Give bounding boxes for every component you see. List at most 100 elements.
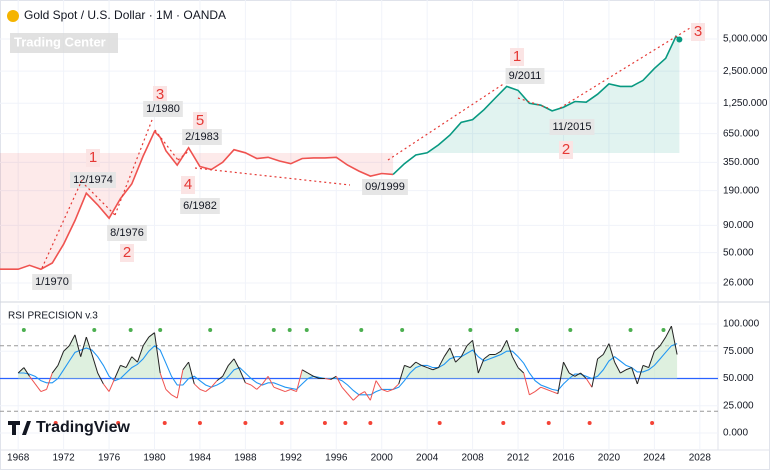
rsi-segment <box>250 384 258 390</box>
rsi-segment <box>398 365 405 385</box>
date-label-box <box>70 172 116 188</box>
overbought-signal <box>92 328 97 332</box>
rsi-segment <box>313 375 320 379</box>
date-label: 9/2011 <box>509 70 542 82</box>
watermark-box <box>10 33 118 53</box>
rsi-segment <box>142 336 150 347</box>
rsi-segment <box>358 391 365 396</box>
rsi-segment <box>540 386 547 390</box>
rsi-segment <box>74 334 82 357</box>
wave-label-box <box>193 112 207 130</box>
x-tick-label: 1976 <box>98 453 121 464</box>
rsi-segment <box>670 326 678 355</box>
x-tick-label: 2012 <box>507 453 530 464</box>
x-tick-label: 2004 <box>416 453 439 464</box>
oversold-signal <box>501 421 506 425</box>
rsi-segment <box>148 332 155 338</box>
oversold-signal <box>587 421 592 425</box>
y-tick-label: 75.000 <box>723 346 754 357</box>
rsi-segment <box>352 394 360 401</box>
date-label-box <box>505 68 545 84</box>
rsi-segment <box>85 336 93 355</box>
x-tick-label: 2016 <box>552 453 575 464</box>
indicator-title: RSI PRECISION v.3 <box>8 311 98 322</box>
date-label: 09/1999 <box>365 181 405 193</box>
y-tick-label: 650.000 <box>723 128 760 139</box>
rsi-segment <box>193 383 201 390</box>
date-label: 1/1980 <box>146 103 180 115</box>
wave-label-box <box>691 23 705 41</box>
wave-label-box <box>559 141 573 159</box>
rsi-segment <box>46 372 53 390</box>
wave-label: 2 <box>562 141 570 158</box>
rsi-segment <box>602 343 610 355</box>
rsi-segment <box>324 377 331 381</box>
wave-label-box <box>153 86 167 104</box>
rsi-segment <box>404 364 411 369</box>
oversold-signal <box>243 421 248 425</box>
wave-label-box <box>510 48 524 66</box>
chart-title: Gold Spot / U.S. Dollar · 1M · OANDA <box>24 8 226 22</box>
rsi-segment <box>290 388 297 393</box>
watermark: Trading Center <box>14 34 106 49</box>
overbought-signal <box>661 328 666 332</box>
rsi-segment <box>57 351 65 366</box>
y-tick-label: 100.000 <box>723 319 760 330</box>
line-layer <box>0 34 683 401</box>
y-tick-label: 5,000.000 <box>723 34 768 45</box>
y-tick-label: 1,250.000 <box>723 98 768 109</box>
wave-arrow <box>517 97 549 109</box>
wave-label: 3 <box>694 23 702 40</box>
rsi-segment <box>546 388 553 393</box>
rsi-segment <box>154 332 161 374</box>
rsi-segment <box>597 354 604 360</box>
rsi-segment <box>296 369 303 392</box>
rsi-segment <box>614 361 621 374</box>
oversold-signal <box>162 421 167 425</box>
rsi-segment <box>409 361 417 368</box>
rsi-segment <box>460 345 468 357</box>
x-tick-label: 1968 <box>7 453 30 464</box>
oversold-signal <box>546 421 551 425</box>
rsi-segment <box>364 391 371 401</box>
overbought-signal <box>628 328 633 332</box>
overbought-signal <box>514 328 519 332</box>
rsi-segment <box>307 372 314 377</box>
wave-arrow <box>387 82 506 161</box>
overbought-signal <box>128 328 133 332</box>
wave-arrow <box>194 167 351 186</box>
rsi-segment <box>63 345 70 352</box>
rsi-segment <box>188 362 195 385</box>
oversold-signal <box>116 421 121 425</box>
x-tick-label: 2028 <box>689 453 712 464</box>
x-tick-label: 2024 <box>643 453 666 464</box>
rsi-segment <box>34 383 42 392</box>
rsi-segment <box>511 356 519 368</box>
wave-label: 1 <box>89 149 97 166</box>
rsi-segment <box>392 383 400 390</box>
rsi-segment <box>415 361 422 366</box>
date-label: 12/1974 <box>73 174 113 186</box>
rsi-segment <box>529 391 536 396</box>
oversold-signal <box>437 421 442 425</box>
date-label: 6/1982 <box>183 200 217 212</box>
rsi-segment <box>466 339 473 347</box>
rsi-segment <box>347 393 354 401</box>
overbought-signal <box>21 328 26 332</box>
rsi-segment <box>375 380 383 390</box>
rsi-segment <box>120 364 127 369</box>
rsi-segment <box>233 358 241 370</box>
oversold-signal <box>368 421 373 425</box>
baseline-area <box>426 36 680 154</box>
brand-name: TradingView <box>36 419 131 436</box>
rsi-segment <box>159 372 167 390</box>
wave-label-box <box>181 176 195 194</box>
rsi-fill <box>18 326 678 379</box>
date-label-box <box>32 274 72 290</box>
rsi-segment <box>443 347 451 357</box>
wave-label: 1 <box>513 48 521 65</box>
x-tick-label: 1972 <box>52 453 75 464</box>
rsi-segment <box>648 351 655 368</box>
y-tick-label: 50.000 <box>723 373 754 384</box>
